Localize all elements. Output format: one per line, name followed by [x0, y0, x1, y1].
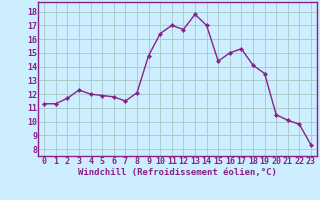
X-axis label: Windchill (Refroidissement éolien,°C): Windchill (Refroidissement éolien,°C) — [78, 168, 277, 177]
